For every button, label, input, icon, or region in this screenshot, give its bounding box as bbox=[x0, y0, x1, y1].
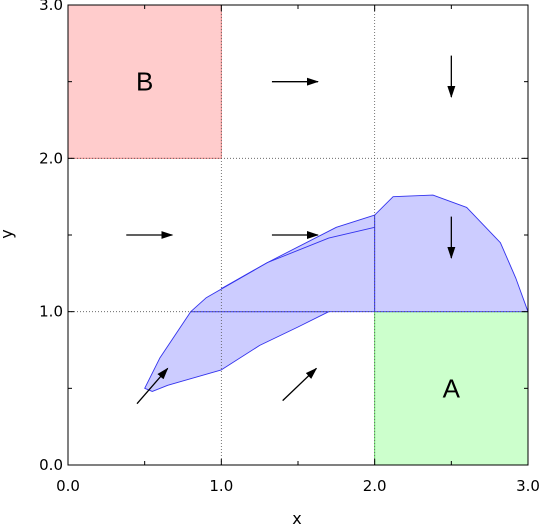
reach-set-polygon-2 bbox=[190, 214, 376, 313]
reach-set-polygon-1 bbox=[144, 311, 330, 392]
region-a-box bbox=[374, 311, 529, 466]
x-tick-label: 2.0 bbox=[363, 477, 387, 495]
ticks-layer: 0.0 1.0 2.0 3.0 0.0 1.0 2.0 3.0 bbox=[39, 0, 540, 495]
y-tick-label: 0.0 bbox=[39, 456, 63, 474]
x-tick-label: 0.0 bbox=[56, 477, 80, 495]
y-tick-label: 2.0 bbox=[39, 149, 63, 167]
x-tick-label: 1.0 bbox=[209, 477, 233, 495]
region-a-label: A bbox=[443, 373, 461, 403]
vector-arrow-2 bbox=[282, 367, 318, 402]
x-tick-label: 3.0 bbox=[516, 477, 540, 495]
region-b-label: B bbox=[136, 67, 153, 97]
region-b-box bbox=[67, 4, 222, 159]
regions-layer bbox=[67, 4, 529, 466]
y-tick-label: 3.0 bbox=[39, 0, 63, 14]
y-tick-label: 1.0 bbox=[39, 303, 63, 321]
labels-layer: x y A B bbox=[0, 67, 461, 525]
vector-field-layer bbox=[126, 55, 456, 405]
reach-set-edge-1 bbox=[221, 226, 375, 290]
x-axis-title: x bbox=[292, 509, 301, 525]
vector-arrow-1 bbox=[136, 367, 169, 405]
y-axis-title: y bbox=[0, 229, 16, 238]
